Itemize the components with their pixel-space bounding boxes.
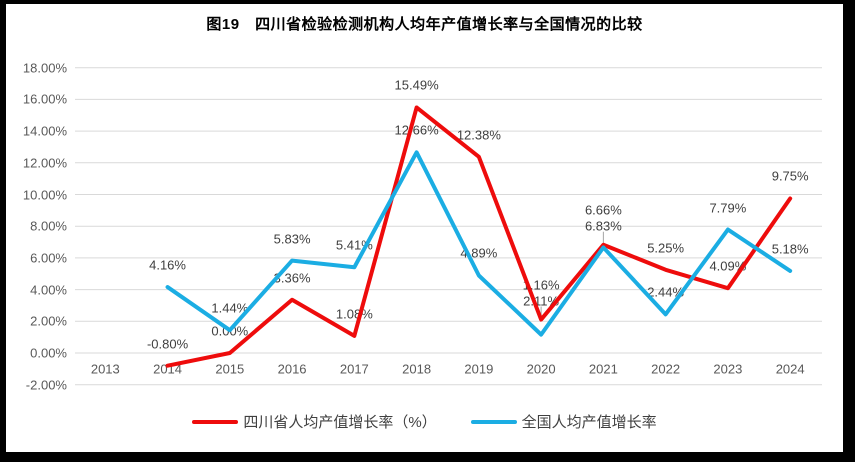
legend-item-sichuan: 四川省人均产值增长率（%）	[192, 411, 437, 432]
x-axis-tick-label: 2022	[651, 361, 681, 377]
data-label: 6.83%	[584, 218, 622, 234]
data-label: 1.44%	[211, 300, 249, 316]
y-axis-tick-label: 14.00%	[22, 123, 67, 139]
legend-label-national: 全国人均产值增长率	[521, 414, 657, 431]
y-axis-tick-label: 4.00%	[30, 282, 67, 298]
legend-line-national-icon	[470, 419, 517, 424]
legend: 四川省人均产值增长率（%） 全国人均产值增长率	[6, 411, 843, 432]
y-axis-tick-label: -2.00%	[25, 377, 67, 393]
plot-grid-layer	[75, 67, 822, 386]
y-axis-tick-label: 18.00%	[22, 60, 67, 76]
data-label: 5.25%	[647, 240, 685, 256]
legend-line-sichuan-icon	[192, 419, 239, 424]
x-axis-tick-label: 2018	[402, 361, 432, 377]
x-axis-tick-label: 2014	[153, 361, 183, 377]
y-axis-tick-label: 16.00%	[22, 91, 67, 107]
series-lines-layer	[165, 105, 793, 368]
y-axis-tick-label: 8.00%	[30, 218, 67, 234]
data-label: 5.41%	[335, 237, 373, 253]
data-label: 5.83%	[273, 231, 311, 247]
data-label: 4.16%	[149, 257, 186, 273]
chart-title: 图19 四川省检验检测机构人均年产值增长率与全国情况的比较	[206, 16, 643, 33]
y-axis-tick-label: 6.00%	[30, 250, 67, 266]
x-axis-tick-label: 2015	[215, 361, 245, 377]
x-axis-tick-label: 2024	[775, 361, 805, 377]
data-label: 5.18%	[771, 241, 809, 257]
series-line-national	[165, 150, 793, 337]
x-axis-tick-label: 2021	[588, 361, 618, 377]
data-label: 1.08%	[335, 306, 373, 322]
data-label: 4.09%	[709, 258, 747, 274]
data-label: 6.66%	[584, 202, 622, 218]
data-label: 15.49%	[394, 77, 439, 93]
data-label: -0.80%	[146, 336, 189, 352]
x-axis-tick-label: 2023	[713, 361, 743, 377]
data-label: 9.75%	[771, 168, 809, 184]
data-label: 3.36%	[273, 270, 311, 286]
y-axis-tick-label: 10.00%	[22, 187, 67, 202]
x-axis-tick-label: 2016	[277, 361, 307, 377]
x-axis-tick-label: 2020	[526, 361, 556, 377]
data-label: 1.16%	[522, 277, 560, 293]
y-axis-tick-label: 0.00%	[30, 345, 67, 361]
x-axis-tick-label: 2019	[464, 361, 494, 377]
y-axis-tick-label: 2.00%	[30, 313, 67, 329]
data-label: 12.66%	[394, 122, 439, 138]
data-label: 2.44%	[647, 284, 685, 300]
legend-label-sichuan: 四川省人均产值增长率（%）	[243, 414, 437, 431]
series-line-sichuan	[165, 105, 793, 368]
x-axis-tick-label: 2013	[90, 361, 120, 377]
x-axis-tick-label: 2017	[339, 361, 369, 377]
data-label: 2.11%	[523, 293, 560, 309]
data-label: 4.89%	[460, 245, 498, 261]
data-label: 7.79%	[709, 200, 747, 216]
data-label: 12.38%	[456, 127, 501, 143]
legend-item-national: 全国人均产值增长率	[470, 411, 657, 432]
data-label: 0.00%	[211, 323, 249, 339]
y-axis-tick-label: 12.00%	[22, 155, 67, 171]
